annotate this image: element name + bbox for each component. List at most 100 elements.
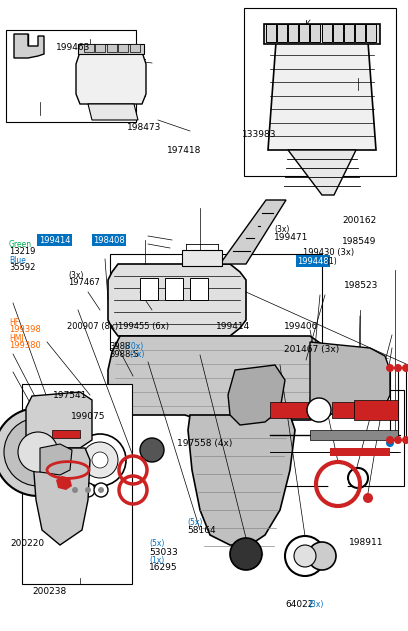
Bar	[110, 254, 322, 350]
Circle shape	[72, 487, 78, 493]
Polygon shape	[14, 34, 44, 58]
Polygon shape	[188, 415, 295, 545]
Circle shape	[348, 468, 368, 488]
Circle shape	[81, 483, 95, 497]
Text: 13219: 13219	[9, 247, 35, 256]
Bar	[344, 24, 354, 42]
Text: (70x): (70x)	[124, 342, 144, 351]
Text: Green: Green	[9, 240, 32, 249]
Circle shape	[402, 436, 408, 444]
Polygon shape	[76, 52, 146, 104]
Bar	[118, 44, 128, 52]
Text: (3x): (3x)	[308, 600, 324, 609]
Text: 35592: 35592	[9, 263, 35, 272]
Text: 53033: 53033	[149, 548, 177, 557]
Text: 199471: 199471	[274, 233, 308, 242]
Bar	[330, 448, 390, 456]
Text: (1): (1)	[326, 257, 337, 266]
Circle shape	[394, 436, 402, 444]
Bar	[22, 384, 132, 584]
Polygon shape	[220, 200, 286, 264]
Text: 3988: 3988	[109, 342, 131, 351]
Bar	[190, 278, 208, 300]
Text: (1x): (1x)	[149, 556, 164, 565]
Circle shape	[140, 438, 164, 462]
Text: HF: HF	[9, 318, 19, 327]
Text: 58164: 58164	[188, 526, 216, 534]
Text: 199463: 199463	[56, 43, 91, 52]
Text: 199075: 199075	[71, 412, 106, 421]
Circle shape	[82, 442, 118, 478]
Bar	[165, 278, 183, 300]
Bar	[299, 24, 309, 42]
Text: 197467: 197467	[69, 278, 100, 287]
Text: HMJ: HMJ	[9, 334, 24, 343]
Text: 198523: 198523	[344, 281, 378, 290]
Text: 199414: 199414	[39, 236, 70, 245]
Text: 197558 (4x): 197558 (4x)	[177, 439, 233, 448]
Text: Blue: Blue	[9, 256, 26, 265]
Circle shape	[85, 487, 91, 493]
Circle shape	[386, 364, 394, 372]
Polygon shape	[88, 104, 138, 120]
Circle shape	[68, 483, 82, 497]
Circle shape	[308, 542, 336, 570]
Circle shape	[402, 364, 408, 372]
Text: 201467 (3x): 201467 (3x)	[284, 345, 339, 354]
Bar	[78, 44, 144, 54]
Text: 197418: 197418	[166, 146, 201, 155]
Text: 197541: 197541	[53, 391, 87, 400]
Bar	[84, 44, 94, 52]
Bar	[52, 430, 80, 438]
Text: 64022: 64022	[286, 600, 314, 609]
Text: 199430 (3x): 199430 (3x)	[303, 248, 354, 257]
Text: 198408: 198408	[93, 236, 125, 245]
Circle shape	[74, 434, 126, 486]
Circle shape	[363, 493, 373, 503]
Text: (3x): (3x)	[274, 225, 290, 234]
Polygon shape	[108, 336, 345, 420]
Text: 199455 (6x): 199455 (6x)	[118, 322, 169, 331]
Bar	[95, 44, 105, 52]
Text: 133983: 133983	[242, 130, 276, 139]
Text: 198549: 198549	[342, 237, 376, 245]
Circle shape	[230, 538, 262, 570]
Circle shape	[386, 436, 394, 444]
Bar	[366, 24, 376, 42]
Text: 200907 (8x): 200907 (8x)	[67, 322, 118, 331]
Text: 199398: 199398	[9, 325, 41, 334]
Circle shape	[4, 418, 72, 486]
Text: 199406: 199406	[284, 322, 318, 331]
Bar	[333, 24, 343, 42]
Text: 3988-S: 3988-S	[109, 350, 139, 359]
Text: 198911: 198911	[349, 538, 384, 547]
Bar	[6, 30, 136, 122]
Circle shape	[328, 474, 348, 494]
Circle shape	[294, 545, 316, 567]
Text: 199414: 199414	[216, 322, 251, 331]
Circle shape	[18, 432, 58, 472]
Bar	[130, 44, 140, 52]
Text: 16295: 16295	[149, 563, 177, 572]
Bar	[140, 278, 158, 300]
Polygon shape	[33, 448, 90, 545]
Circle shape	[94, 483, 108, 497]
Polygon shape	[56, 476, 72, 490]
Polygon shape	[228, 365, 285, 425]
Bar	[244, 8, 396, 176]
Polygon shape	[26, 392, 92, 448]
Circle shape	[98, 487, 104, 493]
Bar	[277, 24, 287, 42]
Bar	[322, 24, 332, 42]
Text: 200220: 200220	[10, 540, 44, 548]
Circle shape	[92, 452, 108, 468]
Bar	[332, 402, 354, 418]
Text: 198473: 198473	[126, 123, 161, 132]
Polygon shape	[288, 150, 356, 195]
Text: (5x): (5x)	[130, 350, 145, 359]
Polygon shape	[40, 444, 72, 475]
Bar	[310, 24, 320, 42]
Bar	[355, 24, 365, 42]
Bar	[310, 430, 398, 440]
Text: 200162: 200162	[342, 216, 376, 225]
